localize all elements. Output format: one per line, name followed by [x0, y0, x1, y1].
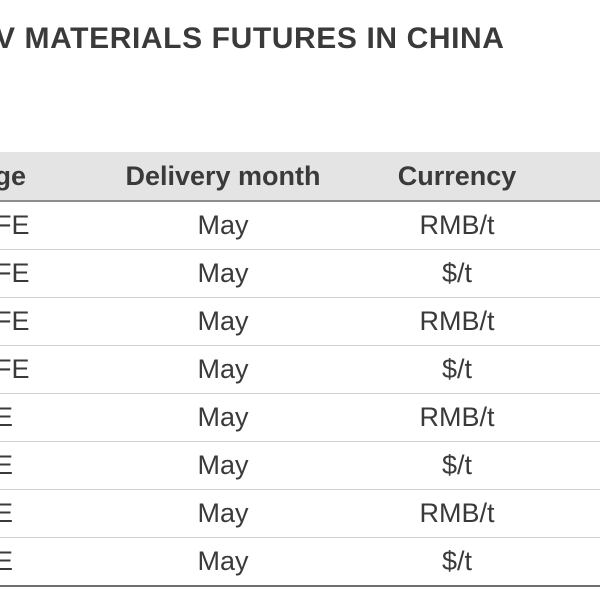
- cell-exchange: E: [0, 450, 14, 480]
- cell-delivery-month: May: [197, 402, 249, 432]
- cell-exchange: E: [0, 546, 14, 576]
- table-row: FE May RMB/t: [0, 298, 600, 346]
- table-row: E May $/t: [0, 442, 600, 490]
- cell-currency: $/t: [441, 546, 473, 576]
- table-row: FE May $/t: [0, 346, 600, 394]
- header-currency: Currency: [397, 161, 517, 191]
- cell-exchange: E: [0, 498, 14, 528]
- cell-currency: RMB/t: [419, 498, 495, 528]
- cell-delivery-month: May: [197, 498, 249, 528]
- cell-currency: RMB/t: [419, 402, 495, 432]
- futures-table: nge Delivery month Currency FE May RMB/t…: [0, 152, 600, 587]
- cell-exchange: FE: [0, 258, 30, 288]
- cell-delivery-month: May: [197, 354, 249, 384]
- cell-exchange: FE: [0, 354, 30, 384]
- page-title: V MATERIALS FUTURES IN CHINA: [0, 22, 505, 55]
- cell-delivery-month: May: [197, 546, 249, 576]
- cell-exchange: FE: [0, 210, 30, 240]
- cell-exchange: FE: [0, 306, 30, 336]
- table-row: E May RMB/t: [0, 490, 600, 538]
- header-delivery-month: Delivery month: [125, 161, 321, 191]
- cell-delivery-month: May: [197, 258, 249, 288]
- cell-delivery-month: May: [197, 210, 249, 240]
- table-header-row: nge Delivery month Currency: [0, 152, 600, 202]
- header-exchange: nge: [0, 161, 27, 191]
- table-row: E May RMB/t: [0, 394, 600, 442]
- cell-delivery-month: May: [197, 450, 249, 480]
- cell-currency: $/t: [441, 258, 473, 288]
- cell-exchange: E: [0, 402, 14, 432]
- cell-currency: RMB/t: [419, 306, 495, 336]
- table-row: FE May $/t: [0, 250, 600, 298]
- cell-currency: RMB/t: [419, 210, 495, 240]
- table-row: FE May RMB/t: [0, 202, 600, 250]
- cell-delivery-month: May: [197, 306, 249, 336]
- table-row: E May $/t: [0, 538, 600, 587]
- cell-currency: $/t: [441, 354, 473, 384]
- cell-currency: $/t: [441, 450, 473, 480]
